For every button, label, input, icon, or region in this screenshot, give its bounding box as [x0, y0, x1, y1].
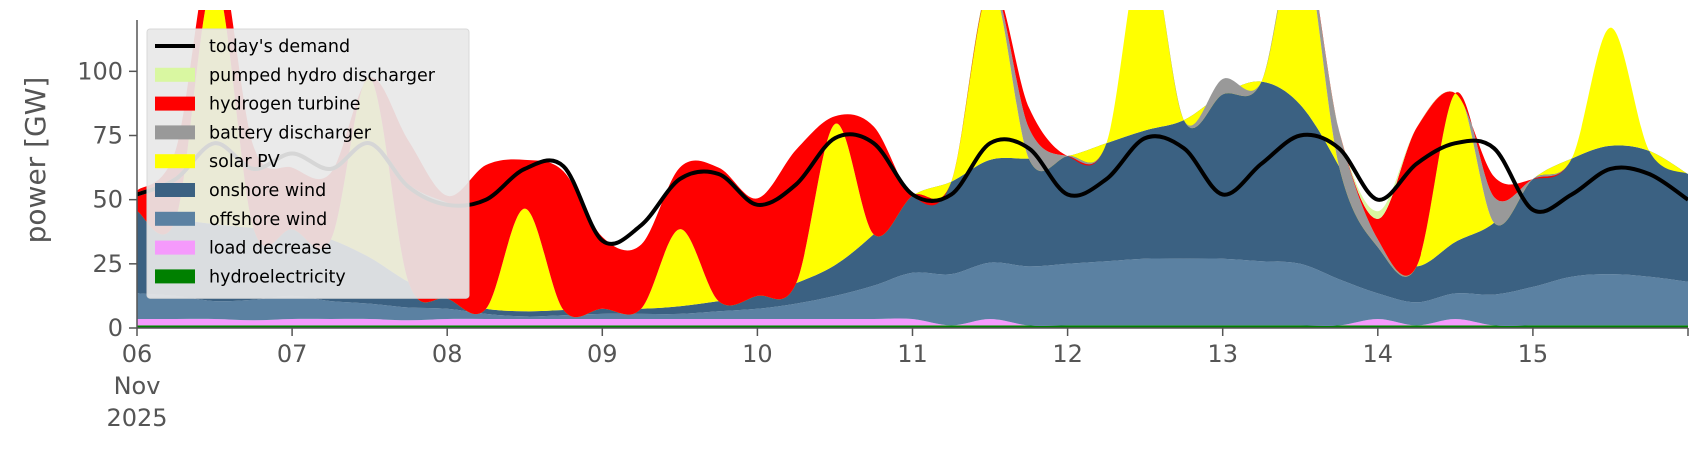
legend-swatch-offshore-wind	[155, 211, 195, 226]
x-tick-label: 15	[1518, 340, 1549, 368]
area-load-decrease	[137, 318, 1688, 326]
legend-swatch-onshore-wind	[155, 183, 195, 197]
y-tick-label: 25	[92, 250, 123, 278]
y-axis-label: power [GW]	[19, 77, 52, 244]
x-tick-label: 13	[1207, 340, 1238, 368]
x-tick-label: 11	[897, 340, 928, 368]
legend-label-pumped-hydro-discharger: pumped hydro discharger	[209, 66, 436, 86]
y-tick-label: 0	[108, 314, 123, 342]
legend-box	[146, 28, 470, 299]
legend-swatch-solar-pv	[155, 154, 195, 169]
legend-swatch-hydrogen-turbine	[155, 96, 195, 111]
x-tick-month-label: Nov	[114, 372, 161, 400]
x-tick-label: 06	[122, 340, 153, 368]
y-tick-label: 50	[92, 186, 123, 214]
area-solar-pv	[137, 10, 1688, 318]
legend-label-hydrogen-turbine: hydrogen turbine	[209, 95, 361, 115]
legend-label-onshore-wind: onshore wind	[209, 181, 326, 201]
legend-label-offshore-wind: offshore wind	[209, 210, 327, 230]
legend-swatch-pumped-hydro-discharger	[155, 67, 195, 82]
legend-label-load-decrease: load decrease	[209, 239, 332, 259]
legend-label-hydroelectricity: hydroelectricity	[209, 267, 346, 287]
x-tick-label: 12	[1052, 340, 1083, 368]
y-tick-label: 75	[92, 122, 123, 150]
x-tick-label: 14	[1363, 340, 1394, 368]
x-tick-label: 10	[742, 340, 773, 368]
legend-label-today-s-demand: today's demand	[209, 37, 350, 57]
legend-swatch-hydroelectricity	[155, 269, 195, 284]
area-offshore-wind	[137, 258, 1688, 326]
axes: 0 25 50 75 100 06 Nov 2025 07 08 09 10 11 12 13 14 15	[77, 20, 1689, 432]
legend-label-battery-discharger: battery discharger	[209, 123, 372, 143]
legend-label-solar-pv: solar PV	[209, 152, 280, 172]
x-tick-label: 07	[277, 340, 308, 368]
plot-area	[137, 10, 1688, 328]
y-tick-label: 100	[77, 57, 123, 85]
x-tick-year-label: 2025	[106, 404, 167, 432]
x-tick-label: 08	[432, 340, 463, 368]
legend-swatch-battery-discharger	[155, 125, 195, 140]
legend: today's demand pumped hydro discharger hyd…	[146, 28, 470, 299]
x-tick-label: 09	[587, 340, 618, 368]
area-onshore-wind	[137, 81, 1688, 317]
legend-swatch-load-decrease	[155, 240, 195, 255]
